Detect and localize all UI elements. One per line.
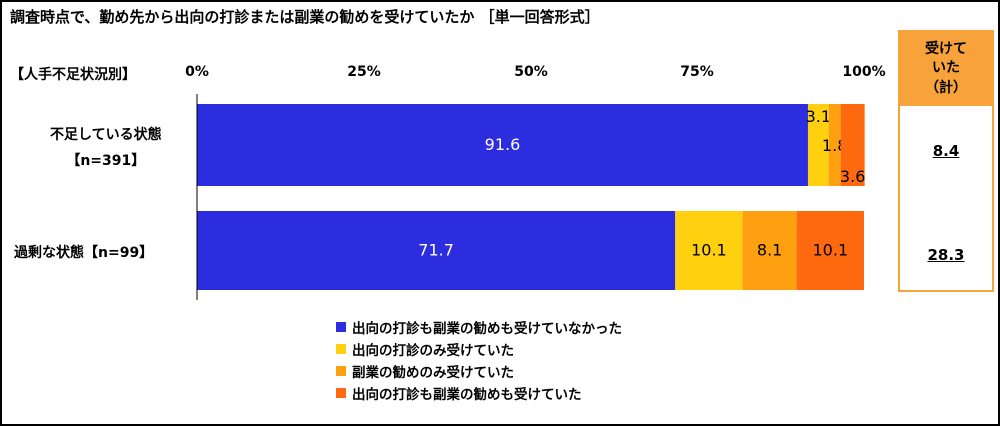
data-label-surplus-both: 10.1 <box>813 241 849 260</box>
data-label-surplus-sidejob-only: 8.1 <box>757 241 782 260</box>
data-label-surplus-none: 71.7 <box>418 241 454 260</box>
legend-label-secondment-only: 出向の打診のみ受けていた <box>352 343 514 359</box>
row-label-shortage: 不足している状態 【n=391】 <box>50 122 162 174</box>
bar-surplus-both <box>796 211 864 290</box>
legend-swatch-both <box>336 388 346 398</box>
row-label-surplus-line1: 過剰な状態【n=99】 <box>14 245 154 261</box>
legend-label-both: 出向の打診も副業の勧めも受けていた <box>352 387 582 403</box>
x-tick-0: 0% <box>185 64 209 80</box>
legend-swatch-none <box>336 322 346 332</box>
total-value-shortage: 8.4 <box>932 142 960 160</box>
legend-swatch-sidejob-only <box>336 366 346 376</box>
legend-item-both: 出向の打診も副業の勧めも受けていた <box>336 382 622 404</box>
row-label-surplus: 過剰な状態【n=99】 <box>14 242 153 262</box>
x-tick-100: 100% <box>842 64 886 80</box>
data-label-surplus-secondment-only: 10.1 <box>691 241 727 260</box>
total-header-line2: いた（計） <box>925 60 967 96</box>
legend-swatch-secondment-only <box>336 344 346 354</box>
bar-surplus-secondment-only <box>675 211 743 290</box>
legend: 出向の打診も副業の勧めも受けていなかった 出向の打診のみ受けていた 副業の勧めの… <box>336 316 622 404</box>
total-header: 受けて いた（計） <box>900 32 992 106</box>
x-tick-75: 75% <box>680 64 714 80</box>
legend-item-sidejob-only: 副業の勧めのみ受けていた <box>336 360 622 382</box>
x-tick-50: 50% <box>514 64 548 80</box>
chart-title: 調査時点で、勤め先から出向の打診または副業の勧めを受けていたか ［単一回答形式］ <box>10 8 600 26</box>
bar-shortage-secondment-only <box>807 104 829 186</box>
bar-shortage-sidejob-only <box>828 104 841 186</box>
legend-item-secondment-only: 出向の打診のみ受けていた <box>336 338 622 360</box>
total-header-line1: 受けて <box>925 40 967 57</box>
row-label-shortage-line1: 不足している状態 <box>50 127 162 143</box>
legend-item-none: 出向の打診も副業の勧めも受けていなかった <box>336 316 622 338</box>
legend-label-sidejob-only: 副業の勧めのみ受けていた <box>352 365 514 381</box>
data-label-shortage-secondment-only: 3.1 <box>806 107 831 126</box>
bar-surplus-none <box>197 211 676 290</box>
bar-shortage-none <box>197 104 808 186</box>
data-label-shortage-both: 3.6 <box>840 167 865 186</box>
bar-shortage-both <box>840 104 865 186</box>
total-panel: 受けて いた（計） 8.4 28.3 <box>898 30 994 292</box>
data-label-shortage-none: 91.6 <box>485 135 521 154</box>
legend-label-none: 出向の打診も副業の勧めも受けていなかった <box>352 321 622 337</box>
condition-label: 【人手不足状況別】 <box>10 67 136 83</box>
total-value-surplus: 28.3 <box>927 246 965 264</box>
x-tick-25: 25% <box>347 64 381 80</box>
row-label-shortage-line2: 【n=391】 <box>66 153 146 169</box>
bar-surplus-sidejob-only <box>742 211 797 290</box>
